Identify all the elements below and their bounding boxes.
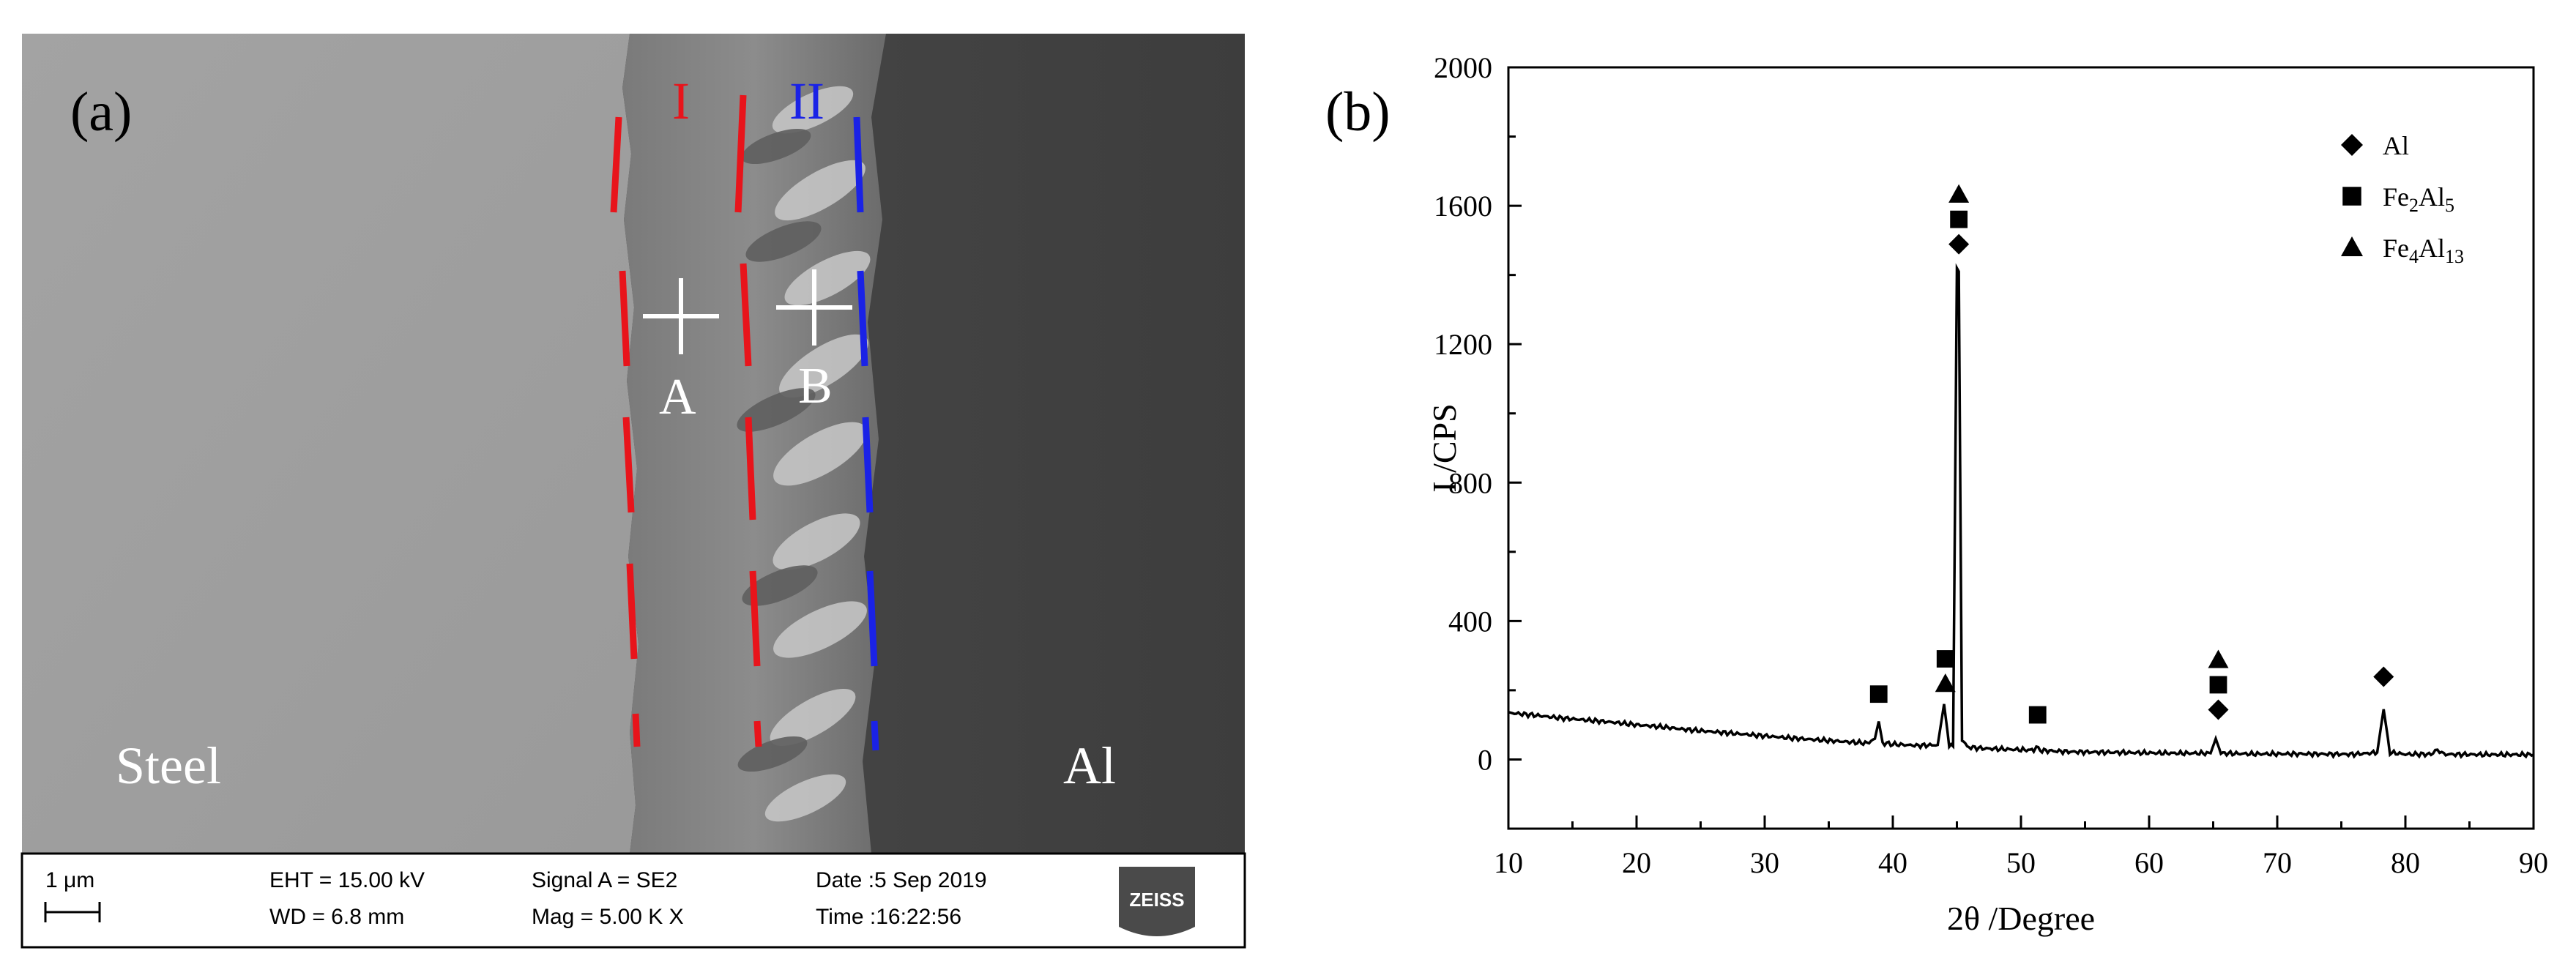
square-peak-marker — [1869, 685, 1888, 703]
date-text: Date :5 Sep 2019 — [816, 868, 987, 892]
legend-entry-text: Fe2Al5 — [2383, 182, 2454, 216]
point-b-label: B — [798, 358, 833, 414]
diamond-peak-marker — [2208, 699, 2229, 720]
y-axis-title: I /CPS — [1426, 403, 1463, 492]
point-a-cross — [643, 278, 719, 354]
zone1-label: I — [672, 72, 690, 130]
x-tick-label: 50 — [2006, 846, 2036, 879]
peak-markers — [1869, 184, 2394, 724]
square-peak-marker — [2028, 706, 2047, 724]
y-tick-label: 0 — [1478, 743, 1492, 776]
mag-text: Mag = 5.00 K X — [532, 905, 684, 929]
zone2-boundary-lines — [853, 116, 879, 751]
square-peak-marker — [2209, 676, 2227, 694]
x-tick-label: 90 — [2519, 846, 2548, 879]
tongue-grains — [764, 86, 871, 822]
steel-label: Steel — [116, 736, 221, 795]
time-text: Time :16:22:56 — [816, 905, 961, 929]
y-tick-label: 400 — [1448, 605, 1492, 638]
point-b-cross — [776, 269, 852, 346]
square-peak-marker — [1936, 650, 1954, 668]
x-axis-title: 2θ /Degree — [1947, 900, 2095, 937]
y-tick-label: 800 — [1448, 466, 1492, 499]
sem-figure: A B I II Steel Al (a) 1 μm EHT = 15.00 k… — [21, 34, 1246, 949]
y-tick-label: 1600 — [1434, 190, 1492, 223]
legend-square-icon — [2342, 187, 2361, 206]
panel-a-label: (a) — [70, 81, 132, 143]
triangle-peak-marker — [1935, 673, 1956, 693]
zeiss-logo: ZEISS — [1119, 867, 1195, 936]
y-tick-label: 1200 — [1434, 328, 1492, 361]
chart-legend: Al Fe2Al5 Fe4Al13 — [2341, 131, 2464, 267]
dark-grains — [737, 128, 822, 772]
sem-info-bar — [21, 852, 1246, 949]
axis-ticks — [1507, 66, 2535, 829]
triangle-peak-marker — [2208, 649, 2229, 668]
xrd-chart: (b) 10 20 30 40 50 60 70 80 90 0 400 800 1200 1600 200… — [1325, 51, 2548, 937]
x-tick-label: 30 — [1750, 846, 1779, 879]
legend-diamond-icon — [2341, 134, 2363, 156]
x-tick-label: 40 — [1878, 846, 1907, 879]
point-a-label: A — [659, 369, 696, 425]
triangle-peak-marker — [1948, 184, 1970, 203]
panel-b-label: (b) — [1325, 81, 1391, 143]
signal-text: Signal A = SE2 — [532, 868, 677, 892]
wd-text: WD = 6.8 mm — [269, 905, 404, 929]
sem-panel: A B I II Steel Al (a) 1 μm EHT = 15.00 k… — [0, 0, 1259, 978]
legend-triangle-icon — [2341, 236, 2363, 256]
y-tick-label: 2000 — [1434, 51, 1492, 84]
xrd-panel: (b) 10 20 30 40 50 60 70 80 90 0 400 800 1200 1600 200… — [1289, 0, 2576, 978]
diamond-peak-marker — [2373, 666, 2394, 687]
x-tick-label: 10 — [1494, 846, 1523, 879]
zeiss-logo-text: ZEISS — [1129, 889, 1184, 911]
scale-bar — [44, 902, 101, 922]
xrd-pattern-line — [1508, 263, 2534, 759]
zone2-label: II — [789, 72, 824, 130]
steel-region — [22, 34, 639, 854]
legend-entry-text: Fe4Al13 — [2383, 234, 2464, 267]
al-label: Al — [1063, 736, 1116, 795]
legend-entry-text: Al — [2383, 131, 2409, 160]
zone1-boundary-lines — [610, 94, 762, 747]
x-tick-label: 20 — [1622, 846, 1651, 879]
diamond-peak-marker — [1948, 234, 1970, 255]
x-tick-label: 70 — [2263, 846, 2292, 879]
tick-labels: 10 20 30 40 50 60 70 80 90 0 400 800 1200 1600 2000 — [1434, 51, 2548, 879]
scale-bar-label: 1 μm — [45, 868, 94, 892]
plot-frame — [1507, 66, 2535, 830]
eht-text: EHT = 15.00 kV — [269, 868, 425, 892]
square-peak-marker — [1950, 210, 1968, 228]
x-tick-label: 80 — [2391, 846, 2420, 879]
x-tick-label: 60 — [2134, 846, 2164, 879]
